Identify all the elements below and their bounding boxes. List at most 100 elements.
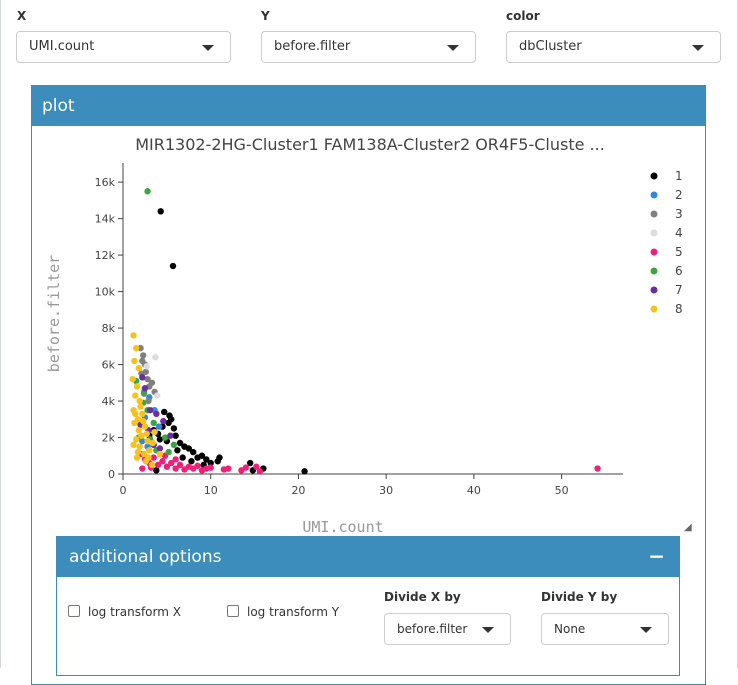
data-point[interactable] <box>179 454 186 461</box>
y-select[interactable]: before.filter <box>261 31 476 63</box>
x-select[interactable]: UMI.count <box>16 31 231 63</box>
data-point[interactable] <box>166 412 173 419</box>
data-point[interactable] <box>137 403 144 410</box>
data-point[interactable] <box>141 423 149 430</box>
data-point[interactable] <box>149 439 157 447</box>
data-point[interactable] <box>168 459 175 467</box>
data-point[interactable] <box>176 461 184 469</box>
data-point[interactable] <box>129 375 136 383</box>
data-point[interactable] <box>143 363 150 370</box>
data-point[interactable] <box>145 454 152 461</box>
data-point[interactable] <box>139 410 146 417</box>
data-point[interactable] <box>135 427 142 434</box>
log-transform-x-option[interactable]: log transform X <box>68 605 181 619</box>
legend-label[interactable]: 4 <box>675 226 683 240</box>
data-point[interactable] <box>146 406 154 414</box>
data-point[interactable] <box>136 397 143 405</box>
data-point[interactable] <box>144 375 151 383</box>
data-point[interactable] <box>246 459 254 467</box>
data-point[interactable] <box>142 368 150 376</box>
data-point[interactable] <box>238 467 245 474</box>
scatter-chart[interactable]: MIR1302-2HG-Cluster1 FAM138A-Cluster2 OR… <box>32 126 705 538</box>
data-point[interactable] <box>141 385 149 392</box>
data-point[interactable] <box>159 458 166 465</box>
data-point[interactable] <box>146 447 153 454</box>
data-point[interactable] <box>165 419 172 427</box>
data-point[interactable] <box>132 410 139 417</box>
legend-label[interactable]: 7 <box>675 283 683 297</box>
data-point[interactable] <box>156 445 164 452</box>
data-point[interactable] <box>170 441 178 449</box>
data-point[interactable] <box>139 357 146 365</box>
data-point[interactable] <box>139 352 147 359</box>
data-point[interactable] <box>132 344 140 352</box>
data-point[interactable] <box>144 437 151 445</box>
log-transform-y-checkbox[interactable] <box>227 605 239 617</box>
data-point[interactable] <box>153 410 160 417</box>
data-point[interactable] <box>156 450 164 458</box>
data-point[interactable] <box>138 432 145 439</box>
data-point[interactable] <box>152 354 159 361</box>
data-point[interactable] <box>172 432 179 439</box>
data-point[interactable] <box>216 454 223 461</box>
data-point[interactable] <box>136 443 143 450</box>
data-point[interactable] <box>220 466 228 473</box>
data-point[interactable] <box>140 450 148 458</box>
log-transform-x-checkbox[interactable] <box>68 605 80 617</box>
data-point[interactable] <box>256 468 264 475</box>
data-point[interactable] <box>145 397 152 405</box>
data-point[interactable] <box>131 419 138 427</box>
data-point[interactable] <box>143 430 150 438</box>
data-point[interactable] <box>130 332 137 339</box>
data-point[interactable] <box>132 392 139 399</box>
data-point[interactable] <box>150 419 157 427</box>
data-point[interactable] <box>161 434 169 441</box>
divide-y-select[interactable]: None <box>541 613 669 645</box>
data-point[interactable] <box>131 357 138 365</box>
data-point[interactable] <box>165 448 172 456</box>
data-point[interactable] <box>156 436 164 443</box>
data-point[interactable] <box>132 436 140 443</box>
data-point[interactable] <box>150 454 157 461</box>
data-point[interactable] <box>148 379 156 386</box>
data-point[interactable] <box>207 459 214 467</box>
data-point[interactable] <box>203 465 210 472</box>
legend-label[interactable]: 8 <box>675 302 683 316</box>
data-point[interactable] <box>161 408 168 416</box>
data-point[interactable] <box>134 448 142 456</box>
data-point[interactable] <box>194 462 201 469</box>
data-point[interactable] <box>135 364 142 372</box>
data-point[interactable] <box>133 454 141 461</box>
data-point[interactable] <box>172 465 179 472</box>
data-point[interactable] <box>253 463 260 470</box>
data-point[interactable] <box>174 447 181 454</box>
data-point[interactable] <box>185 445 192 452</box>
data-point[interactable] <box>137 344 144 352</box>
additional-options-header[interactable]: additional options − <box>57 537 679 577</box>
data-point[interactable] <box>139 417 147 425</box>
divide-x-select[interactable]: before.filter <box>384 613 511 645</box>
data-point[interactable] <box>301 468 308 475</box>
data-point[interactable] <box>154 392 161 399</box>
legend-label[interactable]: 2 <box>675 188 683 202</box>
data-point[interactable] <box>151 428 158 436</box>
log-transform-y-option[interactable]: log transform Y <box>227 605 339 619</box>
data-point[interactable] <box>594 465 601 472</box>
data-point[interactable] <box>176 439 184 447</box>
data-point[interactable] <box>170 425 178 432</box>
data-point[interactable] <box>133 383 141 390</box>
data-point[interactable] <box>139 465 146 472</box>
data-point[interactable] <box>130 441 137 449</box>
data-point[interactable] <box>163 463 171 470</box>
data-point[interactable] <box>185 463 192 470</box>
data-point[interactable] <box>188 458 195 465</box>
legend-label[interactable]: 1 <box>675 169 683 183</box>
data-point[interactable] <box>144 188 151 195</box>
data-point[interactable] <box>154 461 162 469</box>
data-point[interactable] <box>198 452 206 459</box>
data-point[interactable] <box>160 417 167 425</box>
legend-label[interactable]: 3 <box>675 207 683 221</box>
collapse-icon[interactable]: − <box>648 544 665 568</box>
data-point[interactable] <box>153 467 160 474</box>
legend-label[interactable]: 5 <box>675 245 683 259</box>
